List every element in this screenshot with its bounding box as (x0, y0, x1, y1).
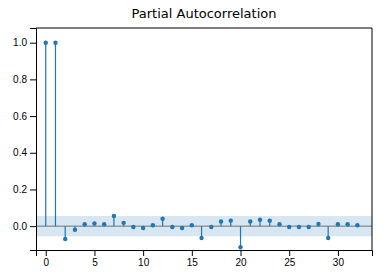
tick-label: 0.8 (13, 74, 27, 85)
tick-mark (94, 250, 95, 256)
tick-mark (30, 43, 36, 44)
tick: 0 (43, 250, 49, 268)
confidence-band (36, 216, 372, 236)
tick-label: 0.4 (13, 147, 27, 158)
tick-mark (30, 79, 36, 80)
marker (112, 214, 116, 218)
marker (248, 219, 252, 223)
tick: 0.0 (13, 221, 36, 232)
axis-line (37, 251, 373, 257)
tick-label: 10 (138, 257, 150, 268)
tick: 10 (138, 250, 150, 268)
frame-line (372, 28, 373, 250)
tick: 0.6 (13, 111, 36, 122)
y-axis: 0.0 0.2 0.4 0.6 0.8 1.0 (13, 29, 36, 251)
marker (209, 225, 213, 229)
marker (229, 218, 233, 222)
tick: 30 (333, 250, 345, 268)
marker (92, 221, 96, 225)
tick-label: 15 (187, 257, 199, 268)
marker (199, 236, 203, 240)
tick-mark (241, 250, 242, 256)
stem (240, 226, 241, 247)
tick-label: 0 (43, 257, 49, 268)
marker (73, 228, 77, 232)
tick-mark (30, 226, 36, 227)
marker (258, 218, 262, 222)
marker (141, 226, 145, 230)
tick-label: 0.2 (13, 184, 27, 195)
marker (82, 222, 86, 226)
title: Partial Autocorrelation (132, 6, 277, 21)
marker (277, 222, 281, 226)
tick: 15 (187, 250, 199, 268)
marker (219, 219, 223, 223)
tick: 25 (284, 250, 296, 268)
tick: 0.8 (13, 74, 36, 85)
tick-mark (30, 189, 36, 190)
marker (306, 225, 310, 229)
marker (345, 222, 349, 226)
stem (45, 43, 46, 226)
plot: 0 5 10 15 20 25 30 0.0 0.2 0.4 0.6 0.8 1.0 (13, 28, 372, 268)
tick: 5 (92, 250, 98, 268)
marks (36, 40, 372, 249)
tick: 20 (235, 250, 247, 268)
marker (297, 225, 301, 229)
marker (63, 237, 67, 241)
marker (53, 40, 57, 44)
tick-mark (289, 250, 290, 256)
marker (336, 222, 340, 226)
marker (287, 225, 291, 229)
marker (238, 245, 242, 249)
marker (355, 223, 359, 227)
tick-mark (338, 250, 339, 256)
tick-label: 30 (333, 257, 345, 268)
tick-label: 20 (235, 257, 247, 268)
tick-mark (46, 250, 47, 256)
zero-line (36, 226, 372, 227)
marker (121, 221, 125, 225)
marker (190, 223, 194, 227)
axis-line (30, 29, 37, 251)
chart: Partial Autocorrelation0510152025300.00.… (0, 0, 384, 274)
marker (44, 40, 48, 44)
tick-label: 0.6 (13, 111, 27, 122)
stem (55, 43, 56, 226)
tick-label: 1.0 (13, 37, 27, 48)
tick: 0.4 (13, 147, 36, 158)
tick-mark (143, 250, 144, 256)
marker (326, 236, 330, 240)
tick-label: 25 (284, 257, 296, 268)
tick-label: 5 (92, 257, 98, 268)
tick-mark (192, 250, 193, 256)
tick: 0.2 (13, 184, 36, 195)
marker (151, 223, 155, 227)
tick-mark (30, 153, 36, 154)
x-axis: 0 5 10 15 20 25 30 (37, 250, 373, 268)
marker (268, 218, 272, 222)
tick-mark (30, 116, 36, 117)
marker (180, 226, 184, 230)
marker (160, 217, 164, 221)
tick: 1.0 (13, 37, 36, 48)
marker (102, 222, 106, 226)
marker (131, 225, 135, 229)
marker (170, 225, 174, 229)
marker (316, 222, 320, 226)
frame-line (36, 28, 372, 29)
tick-label: 0.0 (13, 221, 27, 232)
